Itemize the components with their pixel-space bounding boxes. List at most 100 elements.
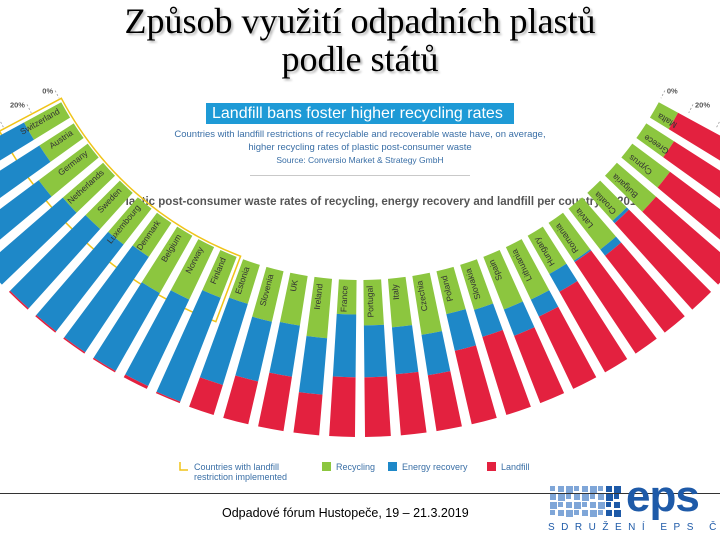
bar-segment-recycling: [548, 212, 591, 261]
bar-segment-energy-recovery: [549, 263, 578, 292]
logo-dot: [590, 486, 597, 493]
logo-dot: [598, 502, 605, 509]
tick-line: [54, 90, 60, 99]
logo-dot: [598, 494, 604, 500]
bar-segment-recycling: [279, 272, 308, 326]
bar-segment-energy-recovery: [235, 316, 272, 382]
bar-segment-landfill: [293, 392, 323, 436]
logo-dot: [550, 494, 556, 500]
bar-segment-energy-recovery: [0, 197, 77, 285]
bar-segment-recycling: [23, 102, 71, 140]
logo-dot: [558, 502, 563, 507]
bar-segment-energy-recovery: [0, 145, 51, 198]
logo-tagline: SDRUŽENÍ EPS ČR: [548, 522, 720, 533]
bar-segment-energy-recovery: [503, 301, 535, 336]
logo-dot: [582, 502, 587, 507]
legend-label: Landfill: [501, 462, 530, 472]
category-label: Portugal: [364, 286, 375, 318]
left-tick-label: 0%: [42, 87, 53, 96]
bar-segment-recycling: [132, 212, 172, 257]
bar-segment-landfill: [395, 371, 427, 436]
logo-dot: [606, 486, 612, 492]
logo-dot: [582, 486, 588, 492]
legend-swatch: [388, 462, 397, 471]
bar-segment-energy-recovery: [0, 122, 34, 161]
category-label: Ireland: [312, 283, 325, 310]
logo-dot: [582, 510, 588, 516]
bar-segment-recycling: [483, 250, 523, 310]
logo-dot: [574, 502, 581, 509]
bar-segment-landfill: [155, 391, 181, 404]
bar-segment-recycling: [636, 123, 675, 158]
legend-label-line: restriction implemented: [194, 472, 287, 482]
bar-segment-energy-recovery: [391, 325, 419, 375]
bar-segment-recycling: [62, 162, 116, 213]
bar-segment-landfill: [329, 376, 356, 437]
logo-dot: [606, 494, 613, 501]
bar-segment-recycling: [649, 102, 679, 130]
logo-dot: [606, 510, 612, 516]
bar-segment-landfill: [8, 290, 29, 310]
divider: [250, 175, 470, 176]
bar-segment-energy-recovery: [93, 282, 160, 372]
bar-segment-landfill: [454, 345, 497, 425]
bar-segment-landfill: [657, 171, 720, 240]
bar-segment-landfill: [538, 306, 597, 389]
legend-label: Energy recovery: [402, 462, 468, 472]
logo-dot: [566, 494, 571, 499]
logo-dot: [582, 494, 589, 501]
bar-segment-recycling: [568, 197, 617, 250]
bar-segment-landfill: [559, 280, 628, 373]
bar-segment-energy-recovery: [474, 303, 503, 337]
bar-segment-landfill: [35, 315, 57, 333]
category-label: France: [339, 285, 350, 312]
infographic-subtitle-line1: Countries with landfill restrictions of …: [174, 129, 546, 140]
legend-swatch: [179, 462, 188, 471]
bar-segment-landfill: [482, 330, 531, 415]
bar-segment-recycling: [621, 143, 671, 188]
bar-segment-landfill: [514, 327, 565, 404]
bar-segment-landfill: [642, 196, 720, 285]
bar-segment-recycling: [587, 180, 627, 221]
left-tick-label: 20%: [10, 100, 25, 109]
logo-dot: [566, 502, 572, 508]
category-label: UK: [288, 279, 300, 293]
bar-segment-landfill: [92, 357, 116, 373]
bar-segment-recycling: [505, 239, 550, 300]
bar-segment-landfill: [63, 337, 86, 354]
bar-segment-energy-recovery: [64, 245, 149, 353]
logo-dot-grid-icon: [550, 486, 621, 517]
legend-label: Countries with landfill restriction imple…: [194, 462, 287, 482]
logo-dot: [614, 494, 619, 499]
bar-segment-recycling: [460, 259, 494, 310]
logo-dot: [598, 510, 603, 515]
tick-line: [660, 90, 666, 99]
bar-segment-recycling: [170, 239, 215, 300]
tick-line: [0, 119, 4, 128]
bar-segment-energy-recovery: [36, 231, 124, 332]
bar-segment-energy-recovery: [0, 180, 52, 240]
logo-dot: [614, 486, 621, 493]
bar-segment-landfill: [663, 141, 720, 198]
bar-segment-energy-recovery: [332, 313, 357, 378]
bar-segment-energy-recovery: [298, 336, 328, 395]
logo-dot: [558, 494, 565, 501]
eps-logo: eps SDRUŽENÍ EPS ČR: [548, 472, 720, 538]
legend-label: Recycling: [336, 462, 375, 472]
legend-swatch: [487, 462, 496, 471]
bar-segment-landfill: [258, 372, 292, 432]
infographic-subtitle-line2: higher recycling rates of plastic post-c…: [248, 142, 472, 153]
slide-title: Způsob využití odpadních plastů podle st…: [0, 2, 720, 78]
logo-dot: [550, 502, 557, 509]
logo-dot: [550, 486, 555, 491]
bar-segment-landfill: [614, 209, 712, 310]
bar-segment-recycling: [229, 259, 260, 304]
logo-dot: [574, 486, 579, 491]
bar-segment-recycling: [202, 250, 237, 298]
logo-dot: [598, 486, 603, 491]
bar-segment-energy-recovery: [600, 236, 622, 256]
bar-segment-recycling: [39, 123, 84, 162]
bar-segment-landfill: [123, 374, 149, 389]
slide-title-line2: podle států: [281, 39, 439, 79]
